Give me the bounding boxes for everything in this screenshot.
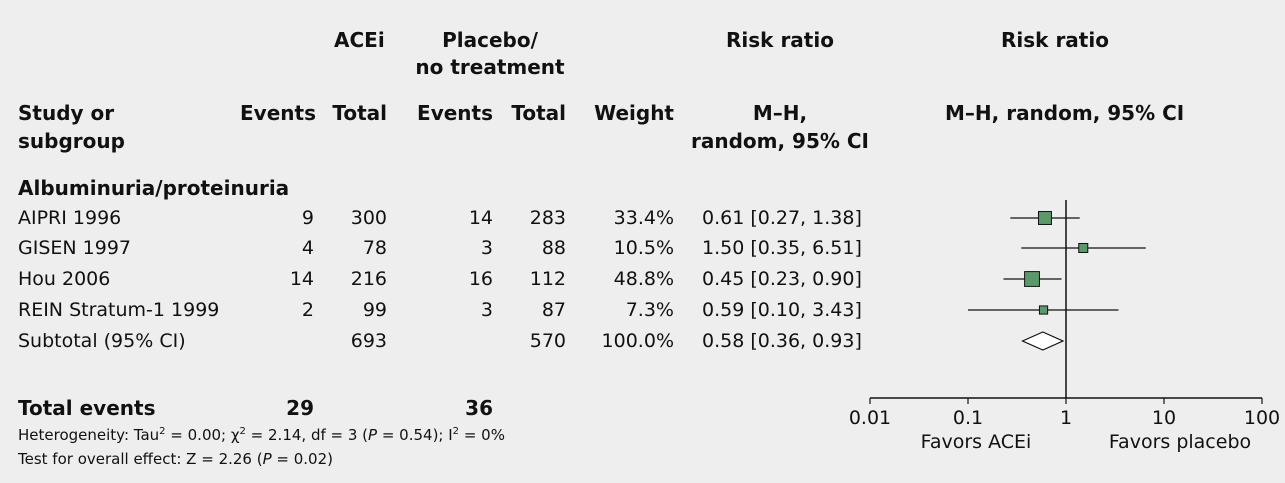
- summary-diamond: [1021, 331, 1065, 351]
- x-tick-label: 1: [1060, 407, 1072, 429]
- study-name: REIN Stratum-1 1999: [18, 299, 220, 321]
- rr-header-line1: M–H,: [752, 101, 808, 125]
- acei-group-header: ACEi: [334, 28, 385, 52]
- risk-ratio-plot-header: Risk ratio: [1001, 28, 1109, 52]
- total1-cell: 216: [350, 268, 387, 290]
- total1-cell: 300: [350, 207, 387, 229]
- study-header-line1: Study or: [18, 101, 115, 125]
- events1-header: Events: [240, 101, 316, 125]
- rr-cell: 0.59 [0.10, 3.43]: [702, 299, 862, 321]
- total2-header: Total: [511, 101, 566, 125]
- subgroup-title: Albuminuria/proteinuria: [18, 176, 290, 200]
- study-header-line2: subgroup: [18, 129, 125, 153]
- plot-subheader: M–H, random, 95% CI: [945, 101, 1185, 125]
- events1-cell: 2: [301, 299, 314, 321]
- subtotal-rr: 0.58 [0.36, 0.93]: [702, 330, 862, 352]
- total2-cell: 283: [529, 207, 566, 229]
- total-events1: 29: [286, 396, 314, 420]
- events1-cell: 14: [289, 268, 314, 290]
- study-marker: [1078, 242, 1089, 254]
- events2-cell: 16: [468, 268, 493, 290]
- x-tick-label: 0.1: [953, 407, 983, 429]
- rr-cell: 0.45 [0.23, 0.90]: [702, 268, 862, 290]
- heterogeneity-line: Heterogeneity: Tau2 = 0.00; χ2 = 2.14, d…: [18, 426, 505, 444]
- events1-cell: 9: [301, 207, 314, 229]
- subtotal-label: Subtotal (95% CI): [18, 330, 186, 352]
- favors-right-label: Favors placebo: [1109, 431, 1251, 453]
- events2-header: Events: [417, 101, 493, 125]
- subtotal-weight: 100.0%: [601, 330, 674, 352]
- x-tick-label: 0.01: [849, 407, 891, 429]
- total1-cell: 99: [362, 299, 387, 321]
- total-events-label: Total events: [18, 396, 156, 420]
- overall-effect-line: Test for overall effect: Z = 2.26 (P = 0…: [18, 450, 333, 468]
- total2-cell: 112: [529, 268, 566, 290]
- placebo-group-header-line1: Placebo/: [442, 28, 538, 52]
- placebo-group-header-line2: no treatment: [415, 55, 565, 79]
- total2-cell: 88: [541, 237, 566, 259]
- events2-cell: 3: [480, 299, 493, 321]
- study-marker: [1037, 211, 1052, 225]
- weight-cell: 33.4%: [613, 207, 674, 229]
- weight-cell: 48.8%: [613, 268, 674, 290]
- study-name: AIPRI 1996: [18, 207, 122, 229]
- weight-cell: 10.5%: [613, 237, 674, 259]
- weight-header: Weight: [594, 101, 674, 125]
- rr-cell: 0.61 [0.27, 1.38]: [702, 207, 862, 229]
- study-marker: [1038, 305, 1049, 315]
- subtotal-total2: 570: [529, 330, 566, 352]
- rr-header-line2: random, 95% CI: [690, 129, 869, 153]
- risk-ratio-header: Risk ratio: [726, 28, 834, 52]
- rr-cell: 1.50 [0.35, 6.51]: [702, 237, 862, 259]
- favors-left-label: Favors ACEi: [921, 431, 1032, 453]
- x-tick-label: 10: [1152, 407, 1176, 429]
- x-tick-label: 100: [1244, 407, 1280, 429]
- subtotal-total1: 693: [350, 330, 387, 352]
- total1-cell: 78: [362, 237, 387, 259]
- events2-cell: 3: [480, 237, 493, 259]
- events2-cell: 14: [468, 207, 493, 229]
- weight-cell: 7.3%: [625, 299, 674, 321]
- study-name: GISEN 1997: [18, 237, 131, 259]
- events1-cell: 4: [301, 237, 314, 259]
- study-name: Hou 2006: [18, 268, 111, 290]
- study-marker: [1024, 271, 1040, 287]
- total1-header: Total: [332, 101, 387, 125]
- total-events2: 36: [465, 396, 493, 420]
- total2-cell: 87: [541, 299, 566, 321]
